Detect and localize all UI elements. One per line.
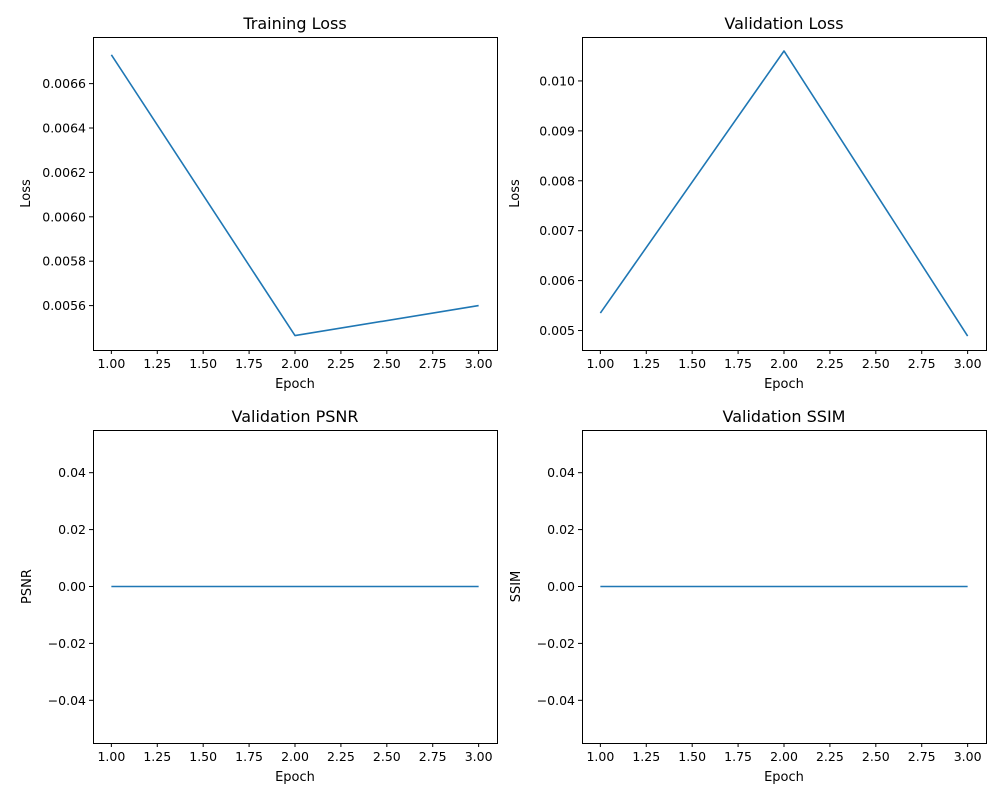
y-tick-label: 0.00 [547,579,575,594]
subplot-validation-psnr: 1.00 1.25 1.50 1.75 2.00 2.25 2.50 2.75 3.00 −0.0… [20,407,498,785]
x-tick-label: 2.50 [862,356,890,371]
subplot-training-loss: 1.00 1.25 1.50 1.75 2.00 2.25 2.50 2.75 3.00 0.00… [19,14,498,392]
x-tick-label: 1.00 [586,749,614,764]
chart-title: Training Loss [242,14,346,33]
y-tick-label: 0.0066 [42,76,86,91]
y-tick-label: 0.02 [547,522,575,537]
x-tick-label: 3.00 [954,356,982,371]
y-tick-label: −0.04 [48,693,86,708]
x-tick-label: 2.75 [908,356,936,371]
x-axis-label: Epoch [764,770,804,785]
x-axis-label: Epoch [275,770,315,785]
y-axis-label: SSIM [509,571,524,603]
x-tick-label: 2.50 [862,749,890,764]
x-tick-label: 1.00 [97,749,125,764]
axes-frame [582,37,987,351]
x-tick-label: 2.75 [419,356,447,371]
x-tick-label: 2.25 [327,356,355,371]
y-tick-label: 0.010 [539,73,575,88]
y-tick-label: 0.04 [547,465,575,480]
y-tick-label: 0.0060 [42,209,86,224]
x-tick-label: 2.00 [770,356,798,371]
x-tick-label: 1.75 [724,749,752,764]
x-tick-label: 1.50 [189,356,217,371]
subplot-validation-loss: 1.00 1.25 1.50 1.75 2.00 2.25 2.50 2.75 3.00 0.00… [508,14,987,392]
y-axis-label: PSNR [20,569,35,604]
x-tick-label: 1.50 [678,749,706,764]
x-tick-label: 2.75 [908,749,936,764]
x-tick-label: 2.25 [816,749,844,764]
y-tick-label: 0.0062 [42,165,86,180]
y-tick-label: −0.02 [48,636,86,651]
x-tick-label: 2.50 [373,356,401,371]
x-tick-label: 3.00 [465,749,493,764]
y-tick-label: 0.007 [539,223,575,238]
x-tick-label: 1.25 [143,749,171,764]
y-axis-label: Loss [508,179,523,208]
x-tick-label: 1.50 [189,749,217,764]
x-tick-label: 2.00 [281,356,309,371]
y-tick-label: 0.02 [58,522,86,537]
x-tick-label: 1.75 [724,356,752,371]
x-tick-label: 2.25 [816,356,844,371]
x-tick-label: 2.25 [327,749,355,764]
y-tick-label: −0.02 [537,636,575,651]
y-tick-label: −0.04 [537,693,575,708]
x-tick-label: 2.50 [373,749,401,764]
x-tick-label: 1.25 [632,356,660,371]
x-axis-label: Epoch [764,377,804,392]
x-tick-label: 1.00 [586,356,614,371]
chart-title: Validation PSNR [232,407,359,426]
chart-title: Validation SSIM [723,407,846,426]
x-tick-label: 2.00 [770,749,798,764]
y-tick-label: 0.006 [539,273,575,288]
y-axis-label: Loss [19,179,34,208]
x-tick-label: 2.00 [281,749,309,764]
series-line [110,54,479,337]
subplot-validation-ssim: 1.00 1.25 1.50 1.75 2.00 2.25 2.50 2.75 3.00 −0.0… [509,407,987,785]
chart-title: Validation Loss [724,14,843,33]
y-tick-label: 0.0058 [42,254,86,269]
y-tick-label: 0.00 [58,579,86,594]
x-tick-label: 1.25 [632,749,660,764]
axes-frame [93,37,498,351]
y-tick-label: 0.04 [58,465,86,480]
y-tick-label: 0.0056 [42,298,86,313]
series-line [599,50,969,337]
y-tick-label: 0.005 [539,323,575,338]
x-tick-label: 3.00 [465,356,493,371]
x-tick-label: 1.75 [235,749,263,764]
x-tick-label: 1.25 [143,356,171,371]
x-tick-label: 2.75 [419,749,447,764]
x-tick-label: 1.00 [97,356,125,371]
y-tick-label: 0.009 [539,123,575,138]
x-tick-label: 3.00 [954,749,982,764]
x-axis-label: Epoch [275,377,315,392]
y-tick-label: 0.008 [539,173,575,188]
y-tick-label: 0.0064 [42,121,86,136]
x-tick-label: 1.75 [235,356,263,371]
x-tick-label: 1.50 [678,356,706,371]
